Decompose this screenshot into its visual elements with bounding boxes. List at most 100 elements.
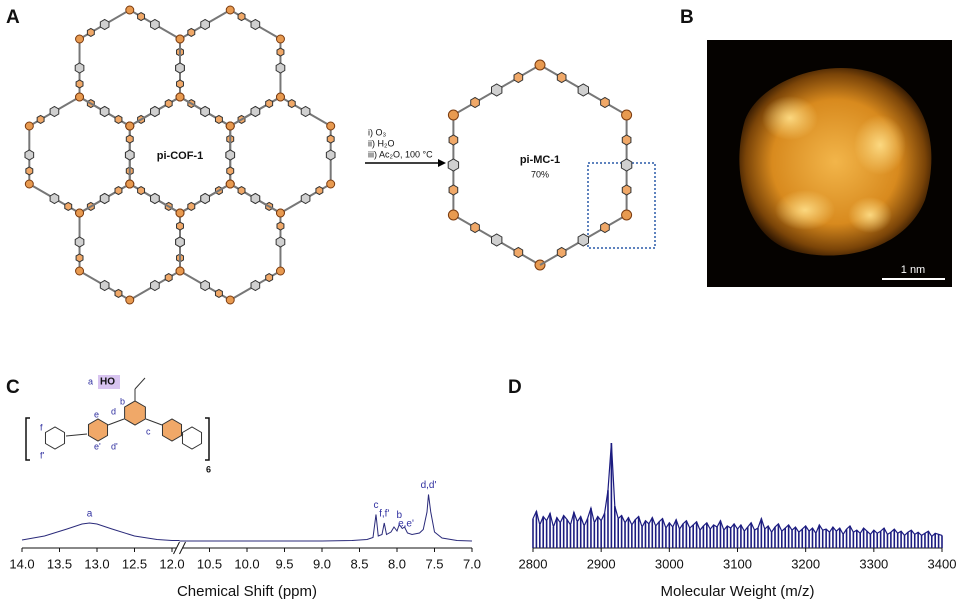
cof-phenyl	[114, 114, 123, 125]
mc-ring	[448, 184, 459, 196]
cof-linker-ring	[300, 192, 311, 205]
x-tick-label: 14.0	[9, 556, 34, 571]
cof-phenyl	[326, 134, 335, 144]
spectrum-line	[179, 494, 473, 542]
x-tick-label: 10.5	[197, 556, 222, 571]
highlight-box	[587, 162, 656, 249]
condition: iii) Ac₂O, 100 °C	[368, 149, 433, 159]
panel-label: D	[508, 377, 522, 398]
phenyl-ring	[87, 418, 109, 442]
imide-ring	[181, 426, 203, 450]
x-tick-label: 3400	[928, 556, 957, 571]
x-axis-title: Chemical Shift (ppm)	[177, 583, 317, 600]
cof-node	[225, 295, 235, 305]
cof-node	[225, 5, 235, 15]
cof-node	[75, 92, 85, 102]
cof-phenyl	[214, 288, 223, 299]
acid-label: HO	[100, 377, 115, 388]
bond	[145, 418, 163, 426]
peak-label: f,f'	[379, 509, 389, 520]
cof-linker-ring	[250, 105, 261, 118]
axis-break	[179, 541, 186, 555]
cof-linker-ring	[175, 62, 185, 74]
cof-linker-ring	[200, 279, 210, 292]
cof-node	[75, 266, 85, 276]
cof-linker-ring	[200, 192, 210, 205]
mc-ring	[556, 246, 567, 259]
x-tick-label: 3200	[791, 556, 820, 571]
peak-label: a	[87, 509, 93, 520]
mc-ring	[491, 83, 503, 97]
panel-label: B	[680, 7, 694, 28]
cof-phenyl	[75, 253, 84, 263]
cof-linker-ring	[250, 18, 261, 31]
cof-linker-ring	[49, 192, 60, 205]
atom-label: f'	[40, 450, 45, 460]
x-tick-label: 13.0	[84, 556, 109, 571]
cof-node	[225, 121, 235, 131]
mc-node	[447, 109, 459, 121]
cof-phenyl	[315, 185, 324, 196]
cof-node	[125, 295, 135, 305]
cof-linker-ring	[300, 105, 311, 118]
cof-linker-ring	[200, 105, 210, 118]
product-label: pi-MC-1	[520, 154, 560, 166]
x-tick-label: 7.5	[425, 556, 443, 571]
cof-phenyl	[276, 221, 285, 231]
bond	[134, 377, 146, 390]
cof-phenyl	[214, 114, 223, 125]
panel-label: C	[6, 377, 20, 398]
cof-node	[125, 179, 135, 189]
mc-ring	[470, 221, 480, 234]
cof-linker-ring	[74, 62, 85, 74]
cof-linker-ring	[150, 192, 160, 205]
cof-phenyl	[164, 98, 173, 109]
cof-linker-ring	[225, 149, 236, 161]
axis-break	[173, 541, 180, 555]
mc-ring	[577, 83, 589, 97]
central-ring	[124, 400, 146, 426]
cof-phenyl	[276, 47, 285, 57]
cof-node	[125, 121, 135, 131]
cof-linker-ring	[99, 18, 110, 31]
network-label: pi-COF-1	[157, 150, 203, 162]
cof-phenyl	[265, 98, 274, 109]
cof-node	[326, 179, 336, 189]
peak-label: c	[374, 500, 379, 511]
afm-particle	[739, 67, 932, 256]
cof-node	[125, 5, 135, 15]
cof-phenyl	[25, 166, 34, 176]
cof-linker-ring	[99, 279, 110, 292]
repeat-bracket	[25, 417, 210, 461]
cof-node	[175, 92, 185, 102]
x-tick-label: 8.5	[350, 556, 368, 571]
cof-node	[24, 179, 34, 189]
cof-linker-ring	[150, 105, 160, 118]
cof-linker-ring	[250, 192, 261, 205]
mc-ring	[600, 96, 610, 109]
x-tick-label: 8.0	[388, 556, 406, 571]
cof-linker-ring	[49, 105, 60, 118]
cof-linker-ring	[175, 236, 185, 248]
peak-label: b	[396, 510, 402, 521]
mc-ring	[491, 233, 503, 247]
cof-phenyl	[176, 221, 184, 231]
mc-ring	[448, 134, 459, 146]
mc-ring	[470, 96, 480, 109]
cof-linker-ring	[250, 279, 261, 292]
mc-node	[621, 109, 633, 121]
cof-phenyl	[86, 27, 95, 38]
cof-node	[75, 34, 85, 44]
cof-node	[326, 121, 336, 131]
yield-label: 70%	[531, 169, 549, 179]
cof-phenyl	[226, 166, 235, 176]
cof-linker-ring	[150, 18, 160, 31]
atom-label: b	[120, 396, 125, 406]
cof-node	[275, 208, 285, 218]
mc-ring	[447, 158, 460, 172]
cof-phenyl	[125, 134, 134, 144]
atom-label: f	[40, 422, 43, 432]
x-tick-label: 3300	[859, 556, 888, 571]
cof-linker-ring	[99, 192, 110, 205]
